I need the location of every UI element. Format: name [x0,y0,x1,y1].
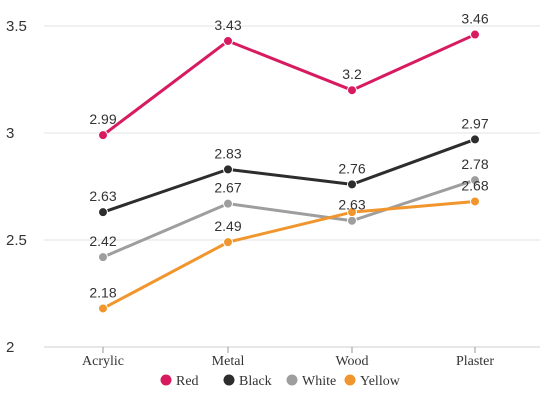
y-tick-label: 2.5 [6,232,27,249]
legend: Red Black White Yellow [160,374,401,389]
y-axis: 2 2.5 3 3.5 [6,18,27,356]
data-label-white: 2.78 [461,156,488,172]
data-label-white: 2.63 [338,197,365,213]
data-label-white: 2.42 [89,233,116,249]
y-tick-label: 2 [6,339,14,356]
data-label-red: 3.46 [461,11,488,27]
series-line-white [101,178,477,259]
legend-label-black: Black [239,374,272,389]
data-label-red: 3.2 [342,66,362,82]
data-point-white [223,198,233,209]
x-tick-label: Wood [335,354,368,369]
y-tick-label: 3 [6,125,14,142]
data-point-black [347,179,357,190]
data-point-yellow [98,303,108,314]
x-tick-label: Acrylic [82,354,124,369]
data-point-white [470,175,480,186]
data-label-red: 2.99 [89,111,116,127]
x-tick-label: Metal [212,354,245,369]
data-label-yellow: 2.68 [461,177,488,193]
data-point-yellow [223,237,233,248]
series-group [98,29,480,314]
data-point-black [98,207,108,218]
x-axis: Acrylic Metal Wood Plaster [44,346,540,369]
legend-marker-yellow [344,374,356,386]
series-line-red [101,33,477,137]
legend-marker-white [286,374,298,386]
data-label-red: 3.43 [214,17,241,33]
data-label-white: 2.67 [214,180,241,196]
legend-label-yellow: Yellow [360,374,401,389]
data-point-black [470,134,480,145]
data-labels: 2.99 3.43 3.2 3.46 2.63 2.83 2.76 2.97 2.42 2.67 2… [89,11,488,301]
data-label-black: 2.97 [461,115,488,131]
data-label-yellow: 2.49 [214,218,241,234]
data-point-white [347,215,357,226]
data-point-black [223,164,233,175]
data-label-black: 2.76 [338,160,365,176]
legend-marker-black [223,374,235,386]
data-label-yellow: 2.18 [89,284,116,300]
data-label-black: 2.83 [214,145,241,161]
data-label-black: 2.63 [89,188,116,204]
series-line-yellow [101,199,477,310]
data-point-yellow [470,196,480,207]
data-point-yellow [347,207,357,218]
data-point-red [470,29,480,40]
legend-label-red: Red [176,374,199,389]
y-tick-label: 3.5 [6,18,27,35]
data-point-red [347,85,357,96]
x-tick-label: Plaster [456,354,494,369]
data-point-red [223,35,233,46]
legend-marker-red [160,374,172,386]
data-point-red [98,130,108,141]
series-line-black [101,137,477,214]
data-point-white [98,252,108,263]
legend-label-white: White [302,374,336,389]
